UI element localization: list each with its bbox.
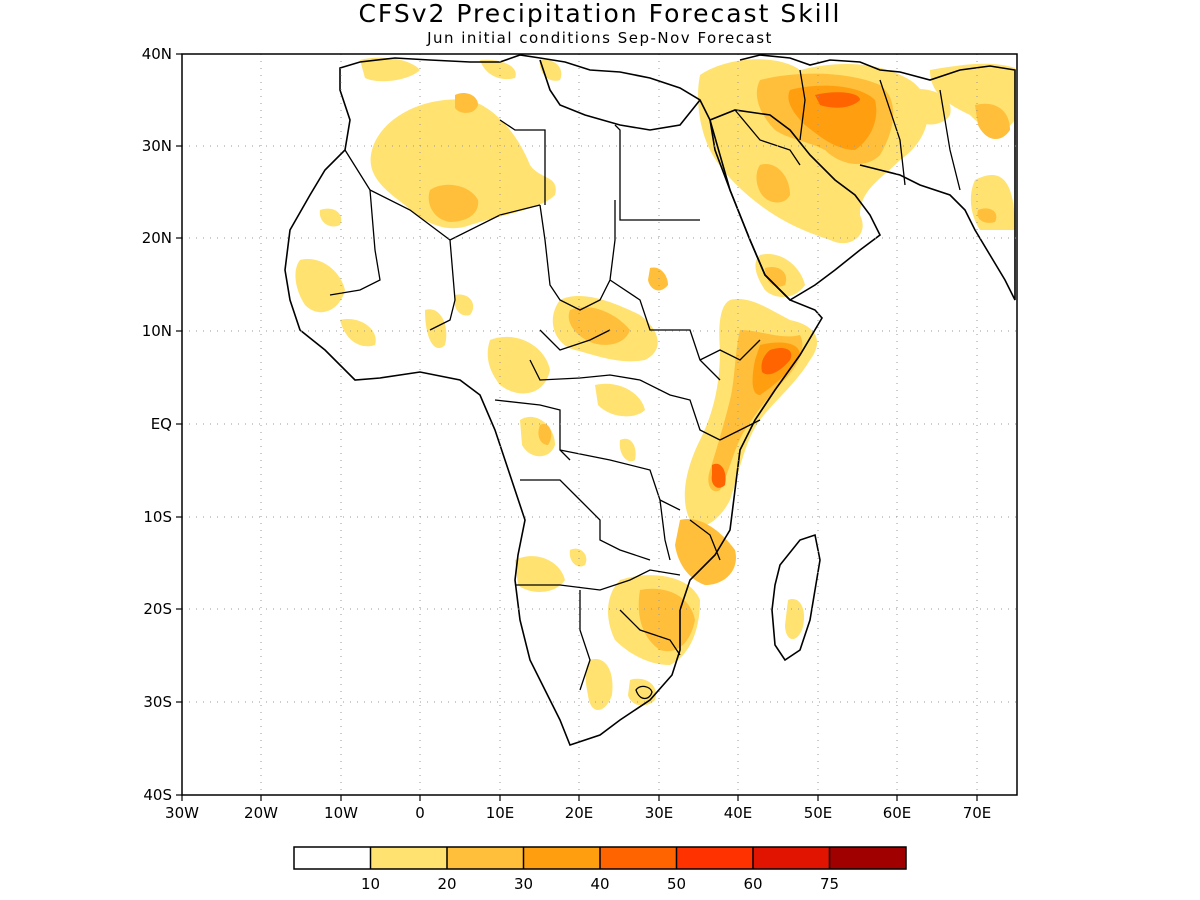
colorbar-label: 30 xyxy=(514,875,533,893)
lon-label: 20E xyxy=(565,804,594,822)
country-borders xyxy=(329,69,961,700)
colorbar-swatch xyxy=(294,847,371,869)
colorbar-label: 60 xyxy=(743,875,762,893)
lat-ticks xyxy=(176,53,182,796)
lon-ticks xyxy=(181,795,978,801)
lon-label: 50E xyxy=(804,804,833,822)
lon-label: 0 xyxy=(415,804,425,822)
lon-label: 10E xyxy=(486,804,515,822)
colorbar-label: 50 xyxy=(667,875,686,893)
lat-label: 10N xyxy=(142,322,172,340)
lat-label: 20N xyxy=(142,229,172,247)
colorbar-swatch xyxy=(676,847,753,869)
lon-label: 70E xyxy=(963,804,992,822)
skill-shading xyxy=(295,57,1015,710)
colorbar-label: 40 xyxy=(590,875,609,893)
coastlines xyxy=(284,54,1016,746)
lat-label: 40N xyxy=(142,45,172,63)
lon-label: 30W xyxy=(165,804,199,822)
colorbar-swatch xyxy=(370,847,447,869)
colorbar-label: 10 xyxy=(361,875,380,893)
lat-label: EQ xyxy=(151,415,172,433)
colorbar-label: 20 xyxy=(437,875,456,893)
lat-label: 10S xyxy=(143,508,172,526)
lat-label: 30N xyxy=(142,137,172,155)
latitude-labels: 40N 30N 20N 10N EQ 10S 20S 30S 40S xyxy=(142,45,172,804)
colorbar: 10 20 30 40 50 60 75 xyxy=(293,846,907,893)
colorbar-swatch xyxy=(447,847,524,869)
lon-label: 30E xyxy=(645,804,674,822)
map-subtitle: Jun initial conditions Sep-Nov Forecast xyxy=(427,29,773,47)
colorbar-swatch xyxy=(600,847,677,869)
lat-label: 40S xyxy=(143,786,172,804)
lon-label: 60E xyxy=(883,804,912,822)
lat-label: 30S xyxy=(143,693,172,711)
colorbar-swatch xyxy=(523,847,600,869)
map-title: CFSv2 Precipitation Forecast Skill xyxy=(358,0,842,28)
lon-label: 40E xyxy=(724,804,753,822)
lon-label: 20W xyxy=(244,804,278,822)
colorbar-swatch xyxy=(753,847,830,869)
colorbar-label: 75 xyxy=(820,875,839,893)
colorbar-swatch xyxy=(829,847,906,869)
longitude-labels: 30W 20W 10W 0 10E 20E 30E 40E 50E 60E 70… xyxy=(165,804,991,822)
lat-label: 20S xyxy=(143,600,172,618)
lon-label: 10W xyxy=(324,804,358,822)
